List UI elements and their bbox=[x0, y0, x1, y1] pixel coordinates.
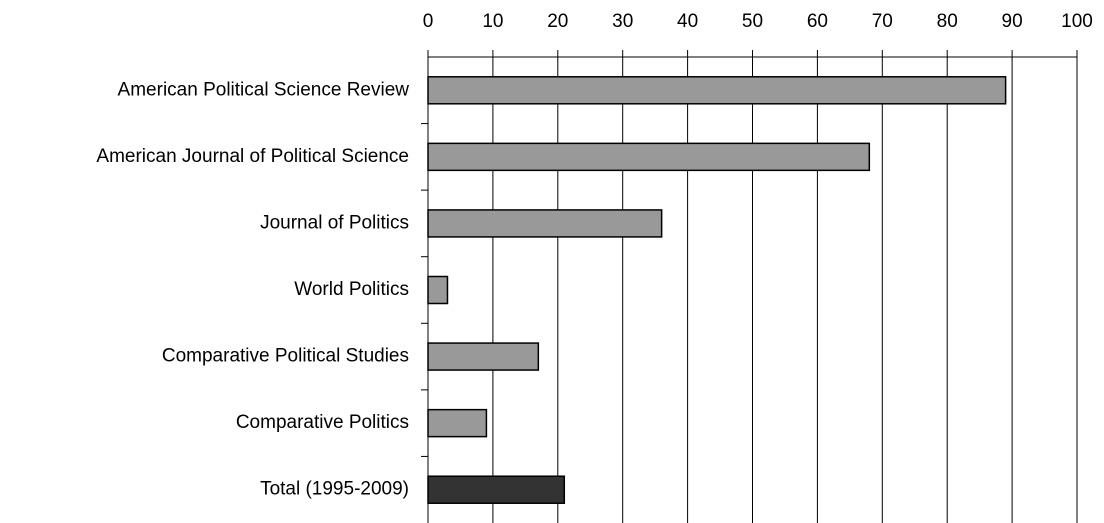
x-tick-label: 40 bbox=[677, 11, 698, 32]
x-tick-label: 80 bbox=[937, 11, 958, 32]
x-tick-label: 30 bbox=[612, 11, 633, 32]
y-tick-label: Total (1995-2009) bbox=[260, 479, 409, 500]
x-tick-label: 20 bbox=[547, 11, 568, 32]
x-tick-label: 50 bbox=[742, 11, 763, 32]
bar bbox=[427, 475, 566, 504]
y-tick-label: American Political Science Review bbox=[118, 79, 410, 100]
bar bbox=[427, 209, 663, 238]
bar bbox=[427, 408, 488, 438]
x-tick-label: 10 bbox=[482, 11, 503, 32]
y-tick-label: Comparative Politics bbox=[236, 412, 409, 433]
y-tick-label: Journal of Politics bbox=[260, 212, 409, 233]
x-tick-label: 60 bbox=[807, 11, 828, 32]
bar bbox=[427, 275, 449, 305]
x-tick-label: 0 bbox=[423, 11, 434, 32]
bar bbox=[427, 76, 1007, 105]
x-tick-label: 90 bbox=[1002, 11, 1023, 32]
y-tick-label: World Politics bbox=[294, 279, 409, 300]
x-tick-label: 70 bbox=[872, 11, 893, 32]
x-tick-label: 100 bbox=[1061, 11, 1093, 32]
bar bbox=[427, 342, 540, 371]
bar bbox=[427, 142, 871, 172]
y-tick-label: Comparative Political Studies bbox=[162, 346, 409, 367]
y-tick-label: American Journal of Political Science bbox=[96, 146, 409, 167]
